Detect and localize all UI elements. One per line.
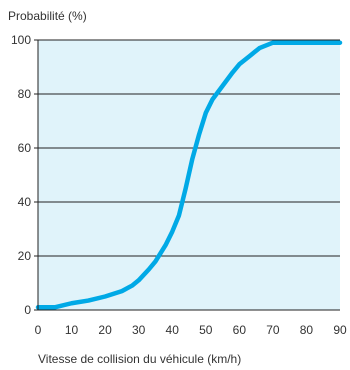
gridlines: [38, 39, 340, 257]
x-tick-label-0: 0: [35, 323, 42, 337]
x-tick-label-20: 20: [98, 323, 112, 337]
y-tick-label-40: 40: [18, 195, 32, 209]
x-tick-label-90: 90: [333, 323, 347, 337]
y-tick-label-20: 20: [18, 249, 32, 263]
x-tick-label-70: 70: [266, 323, 280, 337]
data-series: [35, 40, 343, 310]
x-tick-label-60: 60: [233, 323, 247, 337]
axes: [37, 40, 340, 311]
y-tick-label-100: 100: [11, 33, 31, 47]
series-line-0: [35, 40, 343, 310]
y-tick-label-80: 80: [18, 87, 32, 101]
x-tick-label-80: 80: [300, 323, 314, 337]
x-tick-label-40: 40: [166, 323, 180, 337]
x-tick-label-30: 30: [132, 323, 146, 337]
y-tick-label-60: 60: [18, 141, 32, 155]
y-tick-label-0: 0: [24, 303, 31, 317]
tick-labels: 0 20 40 60 80 100 0 10 20 30 40 50 60 70 80 90: [11, 33, 347, 337]
x-tick-label-10: 10: [65, 323, 79, 337]
x-tick-label-50: 50: [199, 323, 213, 337]
y-axis-title: Probabilité (%): [8, 9, 87, 23]
x-axis-title: Vitesse de collision du véhicule (km/h): [38, 352, 241, 366]
